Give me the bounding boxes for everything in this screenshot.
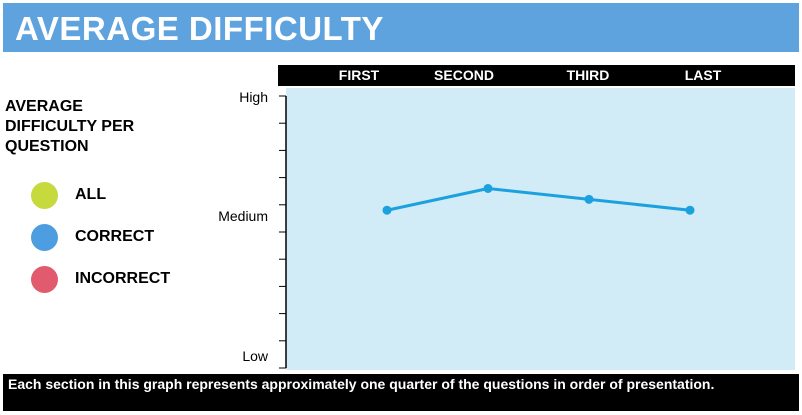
- data-point-third: [584, 194, 594, 204]
- footer-note: Each section in this graph represents ap…: [3, 374, 799, 411]
- data-point-first: [382, 205, 392, 215]
- y-tick-label-low: Low: [242, 348, 269, 364]
- plot-area: [286, 88, 795, 370]
- legend-label-all: ALL: [75, 186, 107, 203]
- y-tick-label-medium: Medium: [218, 208, 268, 224]
- legend-dot-correct: [31, 224, 58, 251]
- title-bar: AVERAGE DIFFICULTY: [3, 3, 799, 52]
- legend-dot-all: [31, 182, 58, 209]
- column-label-last: LAST: [684, 67, 722, 83]
- series-line: [386, 186, 691, 212]
- legend-label-correct: CORRECT: [75, 228, 155, 245]
- page-title: AVERAGE DIFFICULTY: [15, 10, 384, 47]
- legend-label-incorrect: INCORRECT: [75, 270, 171, 287]
- footer-text: Each section in this graph represents ap…: [8, 376, 715, 392]
- data-point-last: [685, 205, 695, 215]
- data-point-second: [483, 183, 493, 193]
- y-tick-label-high: High: [239, 89, 268, 105]
- legend-dot-incorrect: [31, 266, 58, 293]
- column-label-second: SECOND: [434, 67, 494, 83]
- series-layer: [382, 183, 695, 215]
- legend-title: AVERAGE DIFFICULTY PER QUESTION: [5, 98, 135, 155]
- chart-column-header: FIRST SECOND THIRD LAST: [278, 65, 795, 86]
- column-label-first: FIRST: [338, 67, 380, 83]
- y-axis-ticks: [279, 95, 286, 369]
- column-label-third: THIRD: [566, 67, 610, 83]
